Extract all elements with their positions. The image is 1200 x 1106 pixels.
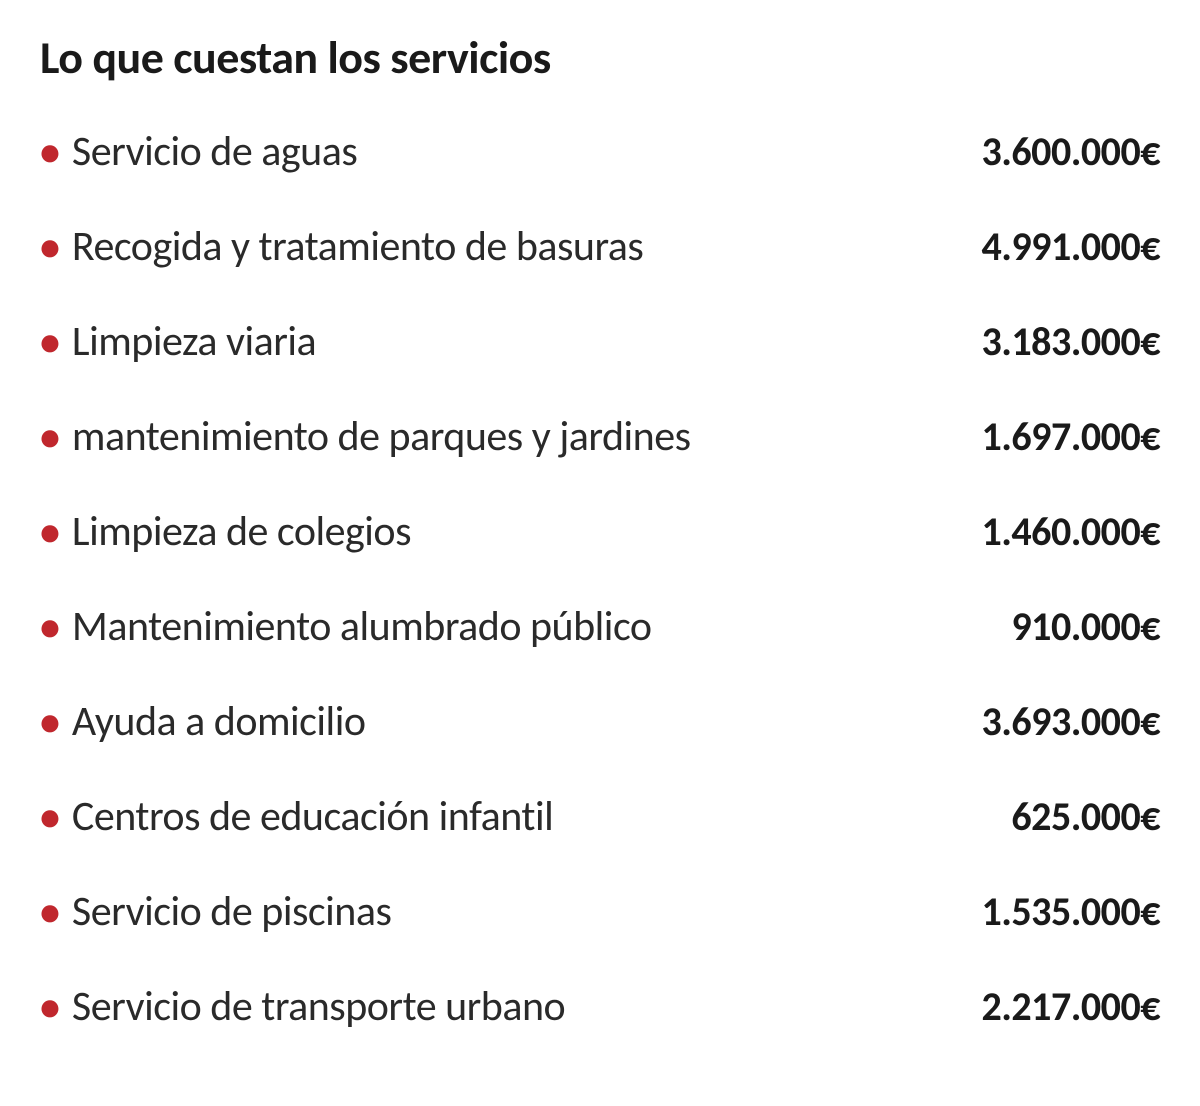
list-item: • Centros de educación infantil 625.000€ — [40, 791, 1160, 842]
bullet-icon: • — [40, 892, 60, 932]
list-item: • Recogida y tratamiento de basuras 4.99… — [40, 221, 1160, 272]
bullet-icon: • — [40, 512, 60, 552]
list-item: • Servicio de piscinas 1.535.000€ — [40, 886, 1160, 937]
service-left: • Limpieza de colegios — [40, 506, 411, 557]
service-cost: 625.000€ — [1011, 792, 1160, 841]
service-cost: 1.535.000€ — [981, 887, 1160, 936]
service-label: Limpieza de colegios — [72, 506, 411, 557]
service-cost: 4.991.000€ — [981, 222, 1160, 271]
service-left: • Ayuda a domicilio — [40, 696, 365, 747]
list-item: • Servicio de transporte urbano 2.217.00… — [40, 981, 1160, 1032]
service-cost: 1.697.000€ — [981, 412, 1160, 461]
service-left: • Servicio de piscinas — [40, 886, 391, 937]
service-left: • Servicio de aguas — [40, 126, 357, 177]
service-label: mantenimiento de parques y jardines — [72, 411, 691, 462]
bullet-icon: • — [40, 797, 60, 837]
service-label: Servicio de transporte urbano — [72, 981, 565, 1032]
bullet-icon: • — [40, 607, 60, 647]
service-left: • mantenimiento de parques y jardines — [40, 411, 691, 462]
list-item: • Mantenimiento alumbrado público 910.00… — [40, 601, 1160, 652]
service-cost: 3.693.000€ — [981, 697, 1160, 746]
list-item: • Ayuda a domicilio 3.693.000€ — [40, 696, 1160, 747]
service-label: Servicio de piscinas — [72, 886, 391, 937]
service-left: • Mantenimiento alumbrado público — [40, 601, 652, 652]
service-label: Centros de educación infantil — [72, 791, 553, 842]
service-left: • Centros de educación infantil — [40, 791, 553, 842]
page-title: Lo que cuestan los servicios — [40, 30, 1160, 86]
bullet-icon: • — [40, 702, 60, 742]
service-cost: 910.000€ — [1011, 602, 1160, 651]
service-cost-list: • Servicio de aguas 3.600.000€ • Recogid… — [40, 126, 1160, 1032]
service-label: Limpieza viaria — [72, 316, 316, 367]
bullet-icon: • — [40, 227, 60, 267]
service-left: • Limpieza viaria — [40, 316, 316, 367]
service-label: Mantenimiento alumbrado público — [72, 601, 652, 652]
bullet-icon: • — [40, 987, 60, 1027]
list-item: • Limpieza viaria 3.183.000€ — [40, 316, 1160, 367]
bullet-icon: • — [40, 132, 60, 172]
service-label: Recogida y tratamiento de basuras — [72, 221, 643, 272]
service-label: Ayuda a domicilio — [72, 696, 366, 747]
service-cost: 1.460.000€ — [981, 507, 1160, 556]
service-left: • Servicio de transporte urbano — [40, 981, 565, 1032]
list-item: • mantenimiento de parques y jardines 1.… — [40, 411, 1160, 462]
bullet-icon: • — [40, 322, 60, 362]
list-item: • Limpieza de colegios 1.460.000€ — [40, 506, 1160, 557]
list-item: • Servicio de aguas 3.600.000€ — [40, 126, 1160, 177]
service-left: • Recogida y tratamiento de basuras — [40, 221, 643, 272]
service-label: Servicio de aguas — [72, 126, 357, 177]
service-cost: 3.600.000€ — [981, 127, 1160, 176]
service-cost: 2.217.000€ — [981, 982, 1160, 1031]
service-cost: 3.183.000€ — [981, 317, 1160, 366]
bullet-icon: • — [40, 417, 60, 457]
